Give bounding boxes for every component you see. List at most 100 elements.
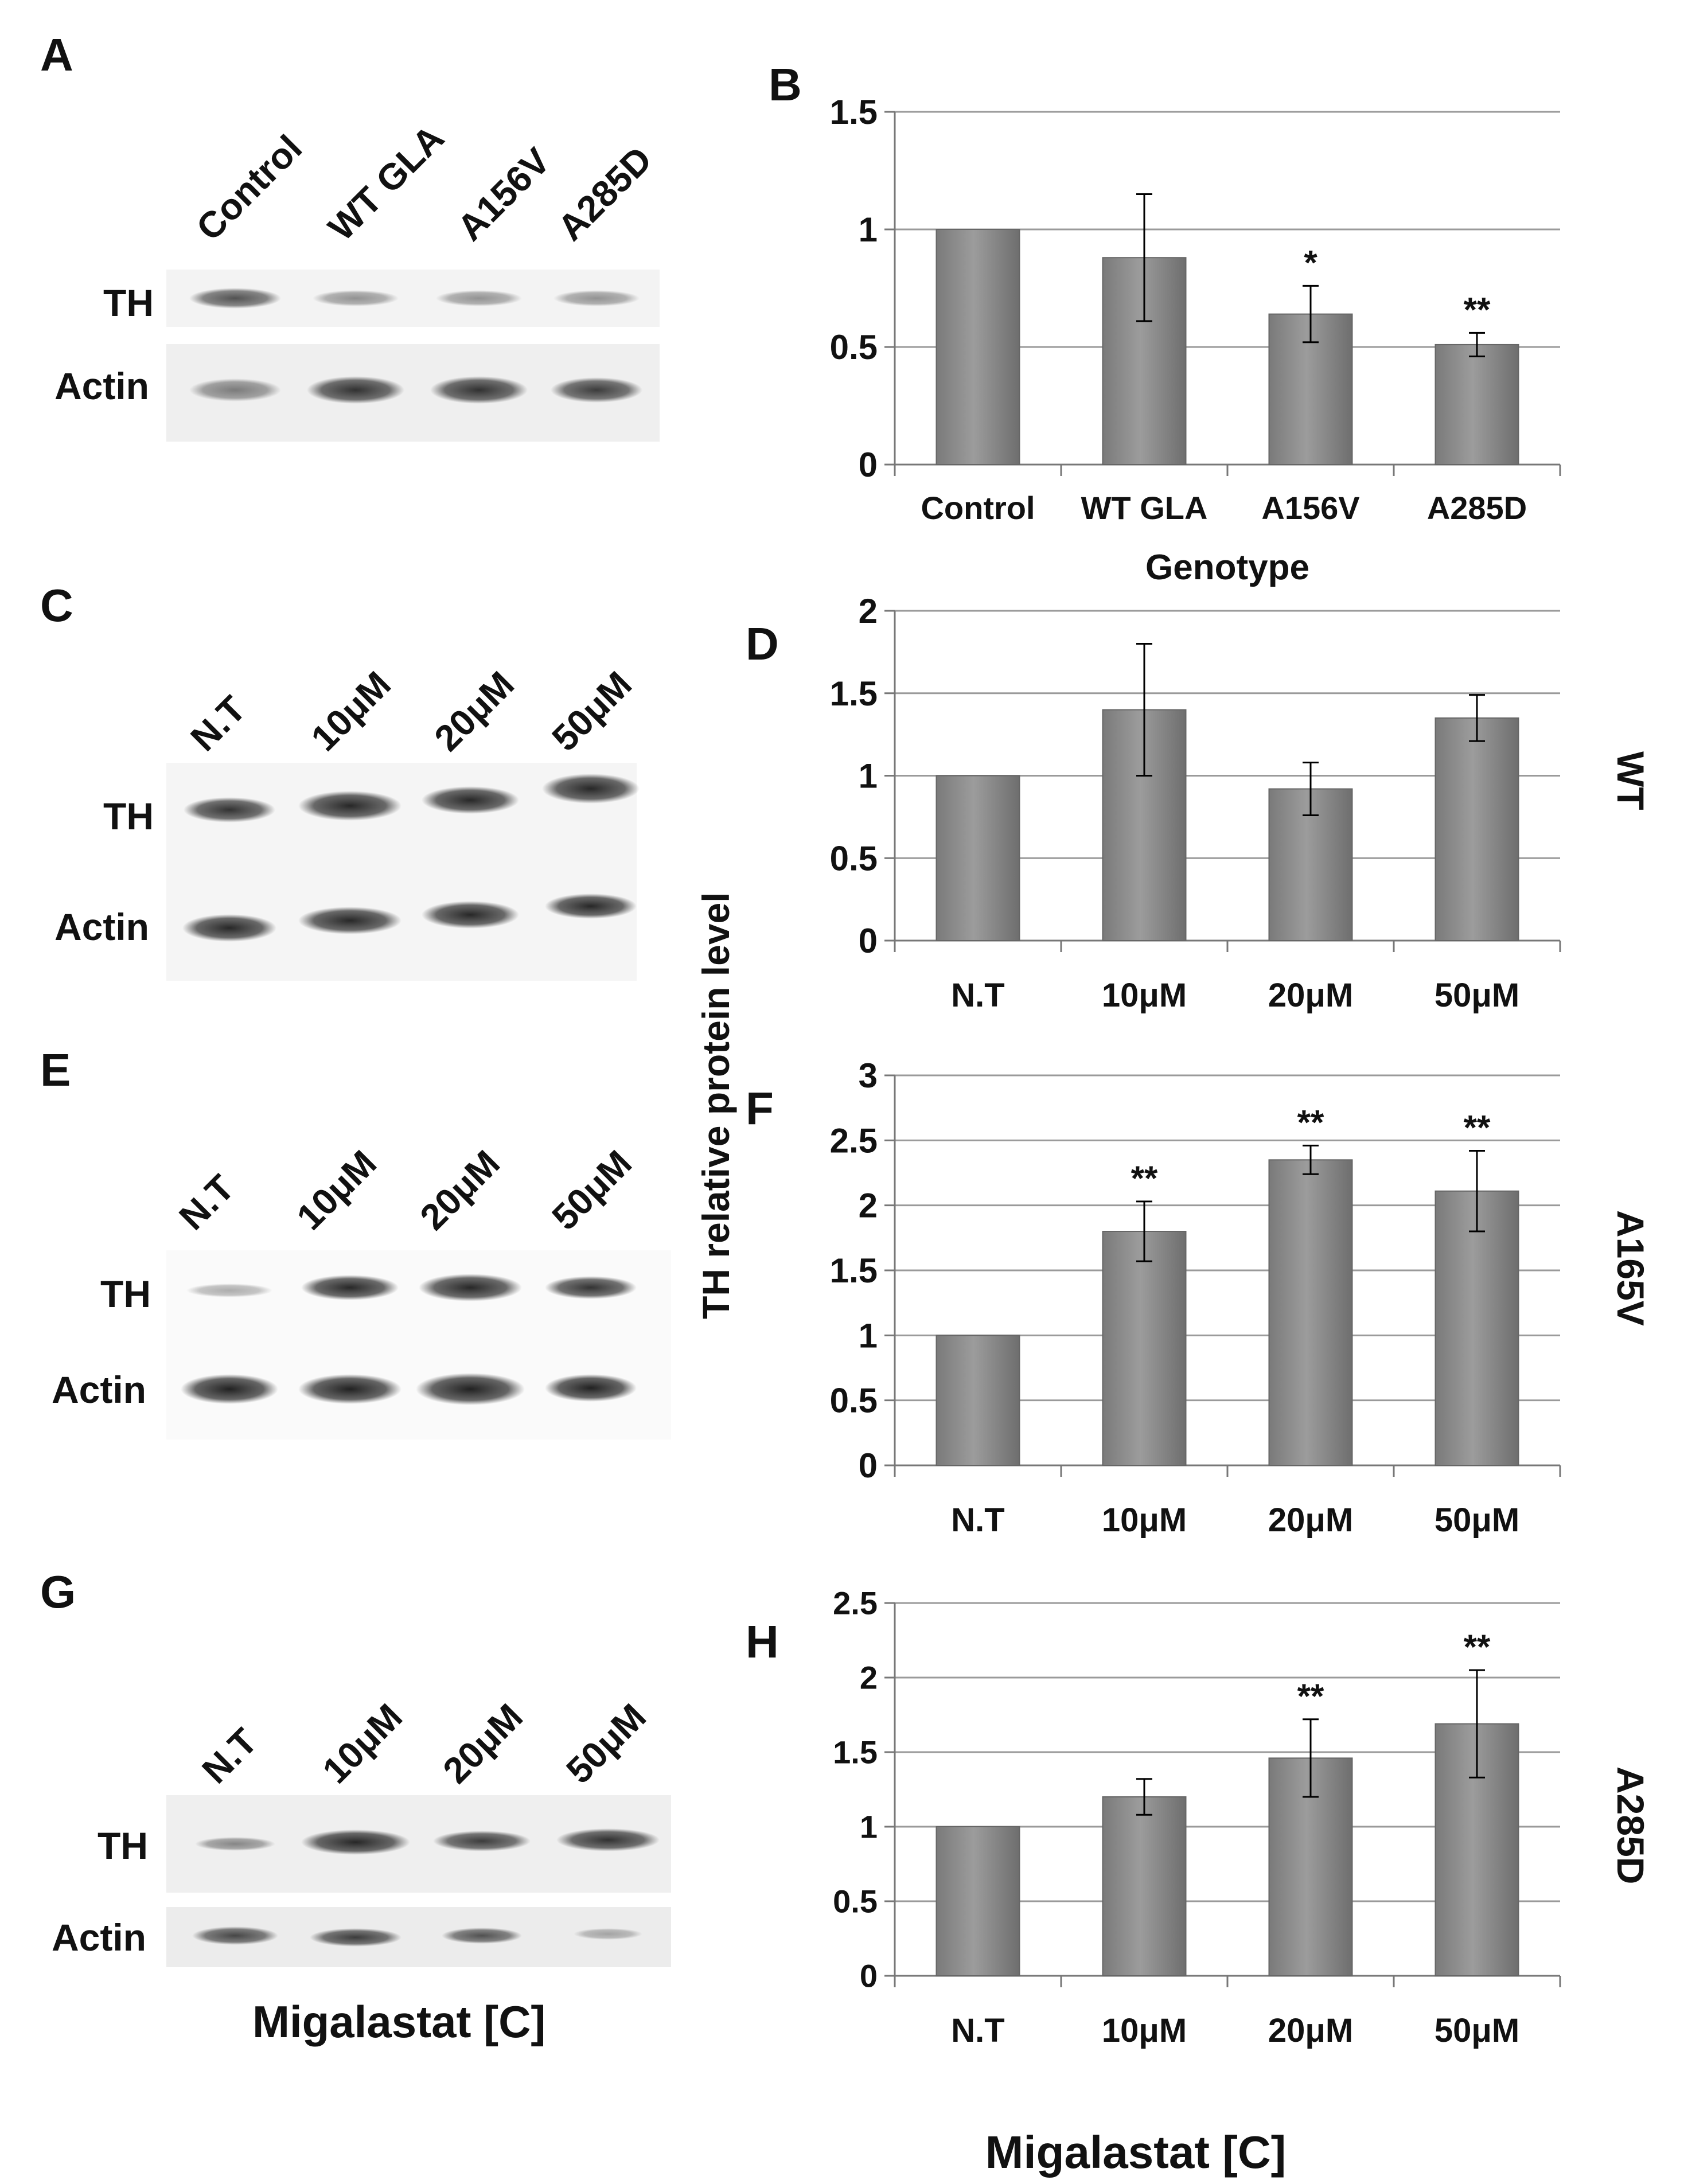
panel-letter-e: E [40,1044,71,1095]
blot-band [189,288,281,309]
blot-band [313,290,399,306]
blot-band [545,1374,637,1402]
blot-g-row-actin: Actin [52,1916,146,1959]
y-tick-label: 0.5 [830,1382,878,1420]
blot-band [310,1928,401,1947]
category-label: 20μM [1268,2012,1353,2049]
blot-band [181,1374,278,1404]
blot-band [436,290,522,306]
series-side-label: WT [1609,751,1652,810]
blot-c-row-actin: Actin [54,906,149,948]
blot-e-row-th: TH [100,1273,151,1315]
y-tick-label: 1.5 [830,93,878,131]
blot-band [189,379,281,401]
category-label: 20μM [1268,977,1353,1014]
y-tick-label: 0 [860,1958,878,1994]
significance-label: ** [1464,1628,1491,1666]
chart-b: B 0 0.5 1 1.5 Control WT GLA * A156V ** A285D Genot… [769,59,1561,587]
category-label: 10μM [1102,1502,1187,1539]
bar [935,1335,1020,1466]
blot-band [433,1831,531,1851]
blot-band [545,894,637,919]
blot-band [307,376,404,404]
category-label: 20μM [1268,1502,1353,1539]
y-tick-label: 2 [859,1187,878,1225]
blot-band [553,290,640,306]
chart-d: D 0 0.5 1 1.5 2 N.T 10μM 20μM 50μM WT [746,592,1652,1014]
blot-band [298,791,401,821]
y-tick-label: 0.5 [833,1883,878,1920]
panel-letter-a: A [40,29,73,80]
category-label: 50μM [1434,2012,1519,2049]
chart-f: F 0 0.5 1 1.5 2 2.5 3 N.T ** 10μM ** 20μM ** 50μM A165V [746,1056,1652,1539]
blot-band [301,1830,410,1855]
series-side-label: A165V [1609,1210,1652,1326]
bar [1268,1159,1353,1467]
y-tick-label: 0 [859,922,878,960]
blot-band [298,1374,401,1404]
blot-band [545,1276,637,1299]
chart-letter: B [769,59,802,110]
significance-label: ** [1297,1677,1324,1715]
category-label: N.T [951,1502,1004,1539]
category-label: Control [921,490,1035,526]
blot-band [542,774,640,804]
y-tick-label: 2 [860,1660,878,1696]
bar [935,1826,1020,1976]
y-tick-label: 1 [859,1316,878,1355]
chart-letter: F [746,1083,774,1134]
category-label: 50μM [1434,1502,1519,1539]
blot-g-xlabel: Migalastat [C] [252,1996,546,2047]
y-tick-label: 0.5 [830,328,878,366]
y-tick-label: 1.5 [833,1734,878,1770]
chart-letter: H [746,1616,779,1667]
significance-label: * [1304,243,1317,282]
y-tick-label: 2.5 [833,1585,878,1621]
x-axis-label: Genotype [1145,548,1309,587]
significance-label: ** [1131,1159,1158,1198]
blot-band [184,797,275,822]
blot-band [422,786,519,814]
significance-label: ** [1297,1103,1324,1141]
category-label: A285D [1427,490,1527,526]
blot-band [192,1926,278,1945]
chart-letter: D [746,618,779,669]
blot-band [442,1928,522,1944]
bar [1434,344,1519,466]
blot-band [556,1828,660,1851]
blot-band [298,907,401,934]
bar [1434,717,1519,941]
bar [1102,1231,1187,1466]
significance-label: ** [1464,290,1491,329]
y-tick-label: 3 [859,1056,878,1095]
bar [935,775,1020,941]
bar [1434,1190,1519,1467]
series-side-label: A285D [1609,1766,1652,1884]
blot-band [574,1928,642,1940]
panel-letter-g: G [40,1566,76,1617]
bar [1102,1796,1187,1976]
blot-band [301,1275,399,1300]
chart-h: H 0 0.5 1 1.5 2 2.5 N.T 10μM ** 20μM ** 50μM Migalast… [746,1585,1652,2178]
significance-label: ** [1464,1108,1491,1146]
y-tick-label: 1.5 [830,1251,878,1290]
y-tick-label: 1 [859,757,878,795]
y-tick-label: 0.5 [830,839,878,877]
category-label: N.T [951,2012,1004,2049]
y-tick-label: 2.5 [830,1121,878,1160]
panel-letter-c: C [40,580,73,631]
blot-a-row-actin: Actin [54,365,149,407]
category-label: 10μM [1102,2012,1187,2049]
blot-g-row-th: TH [98,1824,148,1867]
x-axis-label: Migalastat [C] [985,2127,1287,2178]
category-label: N.T [951,977,1004,1014]
blot-band [182,914,276,942]
blot-c-row-th: TH [103,795,154,837]
category-label: 10μM [1102,977,1187,1014]
y-tick-label: 0 [859,446,878,484]
blot-band [419,1274,522,1301]
blot-band [186,1284,272,1297]
blot-band [195,1837,275,1851]
y-tick-label: 1 [859,210,878,249]
